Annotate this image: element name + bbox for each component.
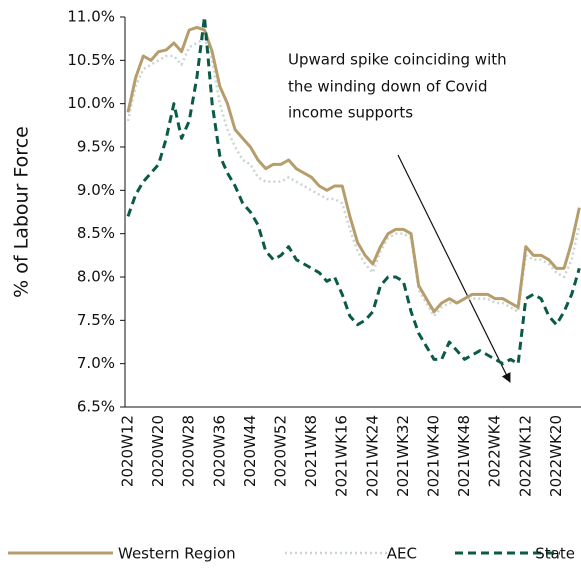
legend-label: AEC xyxy=(387,545,417,563)
x-tick-label: 2020W36 xyxy=(210,415,228,487)
x-tick-label: 2021WK32 xyxy=(394,415,412,497)
y-tick-label: 7.5% xyxy=(77,311,115,329)
y-tick-label: 6.5% xyxy=(77,398,115,416)
y-tick-label: 10.0% xyxy=(67,94,115,112)
y-tick-label: 9.0% xyxy=(77,181,115,199)
x-tick-label: 2022WK4 xyxy=(486,415,504,487)
x-tick-label: 2021WK24 xyxy=(363,415,381,497)
y-tick-label: 7.0% xyxy=(77,354,115,372)
x-tick-label: 2021WK16 xyxy=(333,415,351,497)
y-axis-label: % of Labour Force xyxy=(11,126,33,298)
y-tick-label: 11.0% xyxy=(67,8,115,26)
series-line xyxy=(126,15,581,366)
annotation-line: income supports xyxy=(288,104,413,122)
x-tick-label: 2020W20 xyxy=(149,415,167,487)
annotation-line: Upward spike coinciding with xyxy=(288,51,507,69)
annotation-line: the winding down of Covid xyxy=(288,78,488,96)
x-tick-label: 2022WK12 xyxy=(516,415,534,497)
series-line xyxy=(126,25,581,314)
legend-label: Western Region xyxy=(118,545,236,563)
x-tick-label: 2020W52 xyxy=(272,415,290,487)
y-tick-label: 10.5% xyxy=(67,51,115,69)
x-tick-label: 2022WK20 xyxy=(547,415,565,497)
x-tick-label: 2021WK48 xyxy=(455,415,473,497)
y-tick-label: 9.5% xyxy=(77,138,115,156)
y-tick-label: 8.5% xyxy=(77,224,115,242)
x-tick-label: 2020W12 xyxy=(119,415,137,487)
y-tick-label: 8.0% xyxy=(77,268,115,286)
annotation: Upward spike coinciding with the winding… xyxy=(288,51,507,122)
legend-label: State xyxy=(535,545,575,563)
annotation-arrow xyxy=(397,154,511,383)
x-tick-label: 2021WK40 xyxy=(425,415,443,497)
x-tick-label: 2020W28 xyxy=(180,415,198,487)
x-tick-label: 2020W44 xyxy=(241,415,259,487)
x-tick-label: 2021WK8 xyxy=(302,415,320,487)
series-line xyxy=(126,37,581,318)
